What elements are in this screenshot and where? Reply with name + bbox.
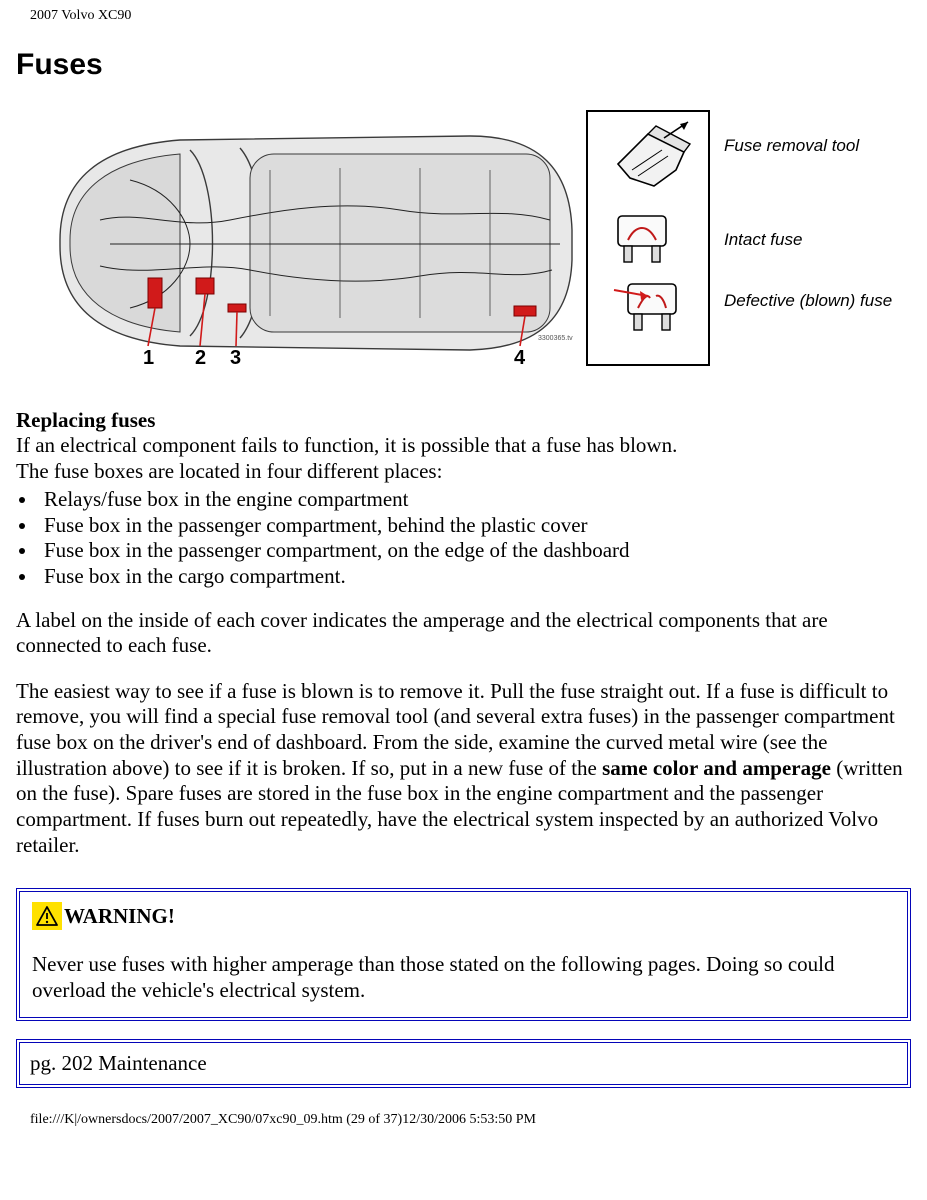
page-number-bar: pg. 202 Maintenance [16,1039,911,1088]
blown-fuse-paragraph: The easiest way to see if a fuse is blow… [16,679,911,858]
list-item: Fuse box in the cargo compartment. [38,564,911,590]
document-header: 2007 Volvo XC90 [30,8,911,24]
intro-line-2: The fuse boxes are located in four diffe… [16,459,442,483]
list-item: Fuse box in the passenger compartment, b… [38,513,911,539]
fuse-diagram-figure: 1 2 3 4 3300365.tv [40,110,911,370]
label-paragraph: A label on the inside of each cover indi… [16,608,911,659]
callout-2: 2 [195,347,206,369]
warning-icon [32,902,62,930]
footer-file-path: file:///K|/ownersdocs/2007/2007_XC90/07x… [30,1112,911,1128]
list-item: Fuse box in the passenger compartment, o… [38,538,911,564]
fuse-locations-list: Relays/fuse box in the engine compartmen… [16,487,911,589]
legend-intact-label: Intact fuse [724,230,892,250]
replacing-fuses-heading: Replacing fuses [16,408,911,433]
legend-tool-label: Fuse removal tool [724,136,892,156]
legend-defective-label: Defective (blown) fuse [724,291,892,311]
warning-box: WARNING! Never use fuses with higher amp… [16,888,911,1021]
callout-1: 1 [143,347,154,369]
callout-3: 3 [230,347,241,369]
warning-title: WARNING! [64,904,175,929]
car-diagram: 1 2 3 4 3300365.tv [40,110,580,370]
list-item: Relays/fuse box in the engine compartmen… [38,487,911,513]
intro-line-1: If an electrical component fails to func… [16,433,677,457]
legend-box [586,110,710,366]
blown-bold: same color and amperage [602,756,831,780]
svg-text:3300365.tv: 3300365.tv [538,335,573,342]
callout-4: 4 [514,347,526,369]
warning-body: Never use fuses with higher amperage tha… [32,952,895,1003]
section-title: Fuses [16,48,911,82]
legend-labels: Fuse removal tool Intact fuse Defective … [724,110,892,311]
